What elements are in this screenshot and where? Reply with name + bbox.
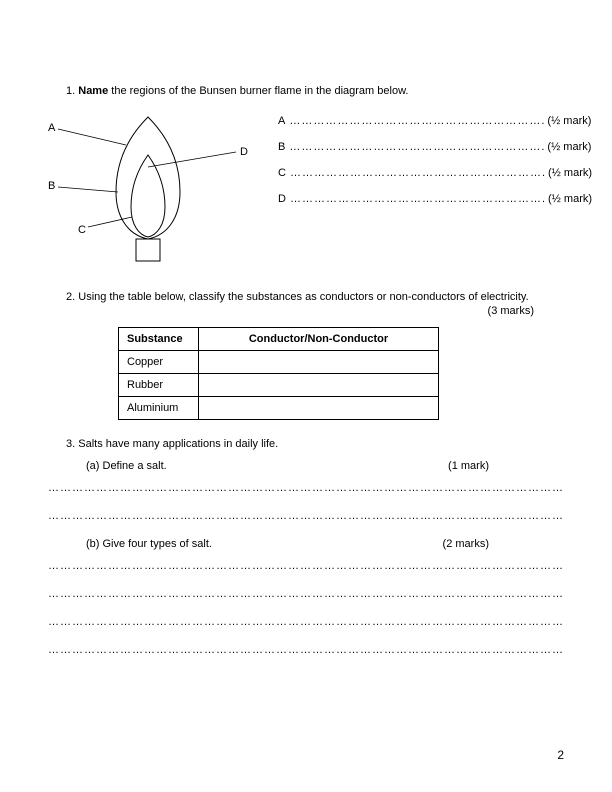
dotted-line: …………………………………………………………………………………………………………… <box>48 588 564 600</box>
td-answer <box>199 374 439 397</box>
q3a: (a) Define a salt. (1 mark) <box>48 460 564 472</box>
q3b: (b) Give four types of salt. (2 marks) <box>48 538 564 550</box>
flame-diagram: A B C D <box>48 107 248 267</box>
answer-line-b: B ………………………………………………………. (½ mark) <box>278 141 592 153</box>
q3a-marks: (1 mark) <box>448 460 489 472</box>
answer-line-a: A ………………………………………………………. (½ mark) <box>278 115 592 127</box>
th-conductor: Conductor/Non-Conductor <box>199 328 439 351</box>
label-c: C <box>78 224 86 236</box>
question-1: 1. Name the regions of the Bunsen burner… <box>48 85 564 267</box>
ans-mark: (½ mark) <box>548 193 592 205</box>
dotted-line: …………………………………………………………………………………………………………… <box>48 616 564 628</box>
table-row: Copper <box>119 351 439 374</box>
table-header-row: Substance Conductor/Non-Conductor <box>119 328 439 351</box>
label-a: A <box>48 122 56 134</box>
td-substance: Copper <box>119 351 199 374</box>
q3a-label: (a) Define a salt. <box>86 460 167 472</box>
q2-text: Using the table below, classify the subs… <box>78 291 528 303</box>
q3-prompt: 3. Salts have many applications in daily… <box>48 438 564 450</box>
th-substance: Substance <box>119 328 199 351</box>
q2-marks: (3 marks) <box>66 305 564 317</box>
answer-line-c: C ………………………………………………………. (½ mark) <box>278 167 592 179</box>
q1-answer-lines: A ………………………………………………………. (½ mark) B …………… <box>278 107 592 219</box>
q3b-label: (b) Give four types of salt. <box>86 538 212 550</box>
q3-number: 3. <box>66 438 75 450</box>
q1-prompt: 1. Name the regions of the Bunsen burner… <box>48 85 564 97</box>
ans-mark: (½ mark) <box>547 115 591 127</box>
q1-bold: Name <box>78 85 108 97</box>
ans-letter: B <box>278 141 285 153</box>
question-2: 2. Using the table below, classify the s… <box>48 291 564 420</box>
dots: ………………………………………………………. <box>290 193 546 205</box>
dots: ………………………………………………………. <box>289 115 545 127</box>
q1-rest: the regions of the Bunsen burner flame i… <box>108 85 408 97</box>
answer-line-d: D ………………………………………………………. (½ mark) <box>278 193 592 205</box>
label-b: B <box>48 180 55 192</box>
dotted-line: …………………………………………………………………………………………………………… <box>48 644 564 656</box>
dotted-line: …………………………………………………………………………………………………………… <box>48 510 564 522</box>
dotted-line: …………………………………………………………………………………………………………… <box>48 482 564 494</box>
page-number: 2 <box>557 748 564 762</box>
q3b-marks: (2 marks) <box>443 538 489 550</box>
dots: ………………………………………………………. <box>289 141 545 153</box>
td-substance: Aluminium <box>119 397 199 420</box>
table-row: Rubber <box>119 374 439 397</box>
question-3: 3. Salts have many applications in daily… <box>48 438 564 656</box>
table-row: Aluminium <box>119 397 439 420</box>
flame-section: A B C D A ………………………………………………………. (½ mark… <box>48 107 564 267</box>
q2-prompt: 2. Using the table below, classify the s… <box>48 291 564 317</box>
ans-mark: (½ mark) <box>548 167 592 179</box>
substance-table: Substance Conductor/Non-Conductor Copper… <box>118 327 439 420</box>
label-d: D <box>240 146 248 158</box>
td-substance: Rubber <box>119 374 199 397</box>
ans-letter: C <box>278 167 286 179</box>
q3-text: Salts have many applications in daily li… <box>78 438 278 450</box>
dotted-line: …………………………………………………………………………………………………………… <box>48 560 564 572</box>
q2-number: 2. <box>66 291 75 303</box>
dots: ………………………………………………………. <box>290 167 546 179</box>
q1-number: 1. <box>66 85 75 97</box>
td-answer <box>199 351 439 374</box>
ans-letter: D <box>278 193 286 205</box>
ans-letter: A <box>278 115 285 127</box>
ans-mark: (½ mark) <box>547 141 591 153</box>
td-answer <box>199 397 439 420</box>
